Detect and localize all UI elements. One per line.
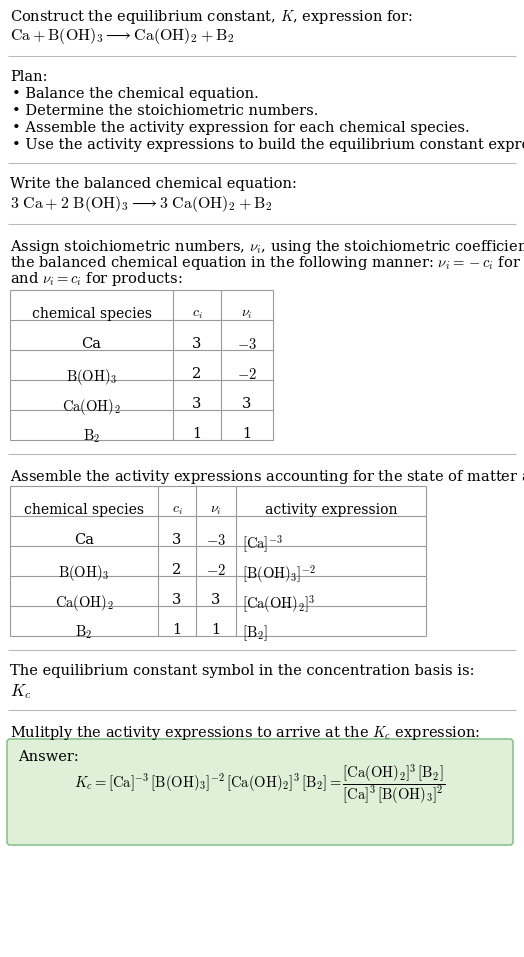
Text: Ca: Ca: [74, 533, 94, 547]
Text: The equilibrium constant symbol in the concentration basis is:: The equilibrium constant symbol in the c…: [10, 664, 475, 678]
Text: 3: 3: [211, 593, 221, 607]
Text: Assign stoichiometric numbers, $\nu_i$, using the stoichiometric coefficients, $: Assign stoichiometric numbers, $\nu_i$, …: [10, 238, 524, 256]
Text: $\mathrm{Ca(OH)_2}$: $\mathrm{Ca(OH)_2}$: [62, 397, 121, 417]
Text: Answer:: Answer:: [18, 750, 79, 764]
Text: $-2$: $-2$: [206, 563, 226, 578]
Text: $c_i$: $c_i$: [171, 503, 182, 517]
Text: $\mathrm{B(OH)_3}$: $\mathrm{B(OH)_3}$: [66, 367, 117, 387]
Text: $K_c$: $K_c$: [10, 682, 31, 701]
Text: 1: 1: [243, 427, 252, 441]
Text: Write the balanced chemical equation:: Write the balanced chemical equation:: [10, 177, 297, 191]
Text: and $\nu_i = c_i$ for products:: and $\nu_i = c_i$ for products:: [10, 270, 182, 288]
Text: chemical species: chemical species: [24, 503, 144, 517]
Text: chemical species: chemical species: [31, 307, 151, 321]
Text: 1: 1: [172, 623, 181, 637]
Text: 1: 1: [192, 427, 202, 441]
Text: • Assemble the activity expression for each chemical species.: • Assemble the activity expression for e…: [12, 121, 470, 135]
Text: 3: 3: [172, 533, 182, 547]
Text: Construct the equilibrium constant, $K$, expression for:: Construct the equilibrium constant, $K$,…: [10, 8, 413, 26]
Text: $-3$: $-3$: [237, 337, 257, 352]
Text: $\mathrm{B_2}$: $\mathrm{B_2}$: [83, 427, 100, 445]
Text: • Balance the chemical equation.: • Balance the chemical equation.: [12, 87, 259, 101]
Text: • Determine the stoichiometric numbers.: • Determine the stoichiometric numbers.: [12, 104, 319, 118]
Text: $-3$: $-3$: [206, 533, 226, 548]
Text: 1: 1: [212, 623, 221, 637]
Text: $\mathrm{B_2}$: $\mathrm{B_2}$: [75, 623, 93, 640]
Text: 3: 3: [192, 397, 202, 411]
Text: Plan:: Plan:: [10, 70, 48, 84]
FancyBboxPatch shape: [7, 739, 513, 845]
Text: Assemble the activity expressions accounting for the state of matter and $\nu_i$: Assemble the activity expressions accoun…: [10, 468, 524, 486]
Text: 2: 2: [192, 367, 202, 381]
Text: $\mathrm{Ca + B(OH)_3 \longrightarrow Ca(OH)_2 + B_2}$: $\mathrm{Ca + B(OH)_3 \longrightarrow Ca…: [10, 26, 235, 46]
Text: 2: 2: [172, 563, 182, 577]
Text: 3: 3: [172, 593, 182, 607]
Text: Mulitply the activity expressions to arrive at the $K_c$ expression:: Mulitply the activity expressions to arr…: [10, 724, 480, 742]
Text: $\mathrm{B(OH)_3}$: $\mathrm{B(OH)_3}$: [58, 563, 110, 583]
Text: $\nu_i$: $\nu_i$: [210, 503, 222, 517]
Text: 3: 3: [192, 337, 202, 351]
Text: activity expression: activity expression: [265, 503, 397, 517]
Text: $\mathrm{3\ Ca + 2\ B(OH)_3 \longrightarrow 3\ Ca(OH)_2 + B_2}$: $\mathrm{3\ Ca + 2\ B(OH)_3 \longrightar…: [10, 194, 272, 214]
Text: $c_i$: $c_i$: [192, 307, 202, 321]
Text: • Use the activity expressions to build the equilibrium constant expression.: • Use the activity expressions to build …: [12, 138, 524, 152]
Text: $[\mathrm{Ca(OH)_2}]^{3}$: $[\mathrm{Ca(OH)_2}]^{3}$: [242, 593, 315, 615]
Text: the balanced chemical equation in the following manner: $\nu_i = -c_i$ for react: the balanced chemical equation in the fo…: [10, 254, 524, 272]
Text: $[\mathrm{B_2}]$: $[\mathrm{B_2}]$: [242, 623, 267, 642]
Text: Ca: Ca: [82, 337, 102, 351]
Text: $\nu_i$: $\nu_i$: [241, 307, 253, 321]
Text: $[\mathrm{Ca}]^{-3}$: $[\mathrm{Ca}]^{-3}$: [242, 533, 283, 554]
Text: 3: 3: [242, 397, 252, 411]
Text: $\mathrm{Ca(OH)_2}$: $\mathrm{Ca(OH)_2}$: [54, 593, 113, 613]
Text: $[\mathrm{B(OH)_3}]^{-2}$: $[\mathrm{B(OH)_3}]^{-2}$: [242, 563, 316, 585]
Text: $-2$: $-2$: [237, 367, 257, 382]
Text: $K_c = [\mathrm{Ca}]^{-3}\,[\mathrm{B(OH)_3}]^{-2}\,[\mathrm{Ca(OH)_2}]^{3}\,[\m: $K_c = [\mathrm{Ca}]^{-3}\,[\mathrm{B(OH…: [74, 762, 445, 806]
